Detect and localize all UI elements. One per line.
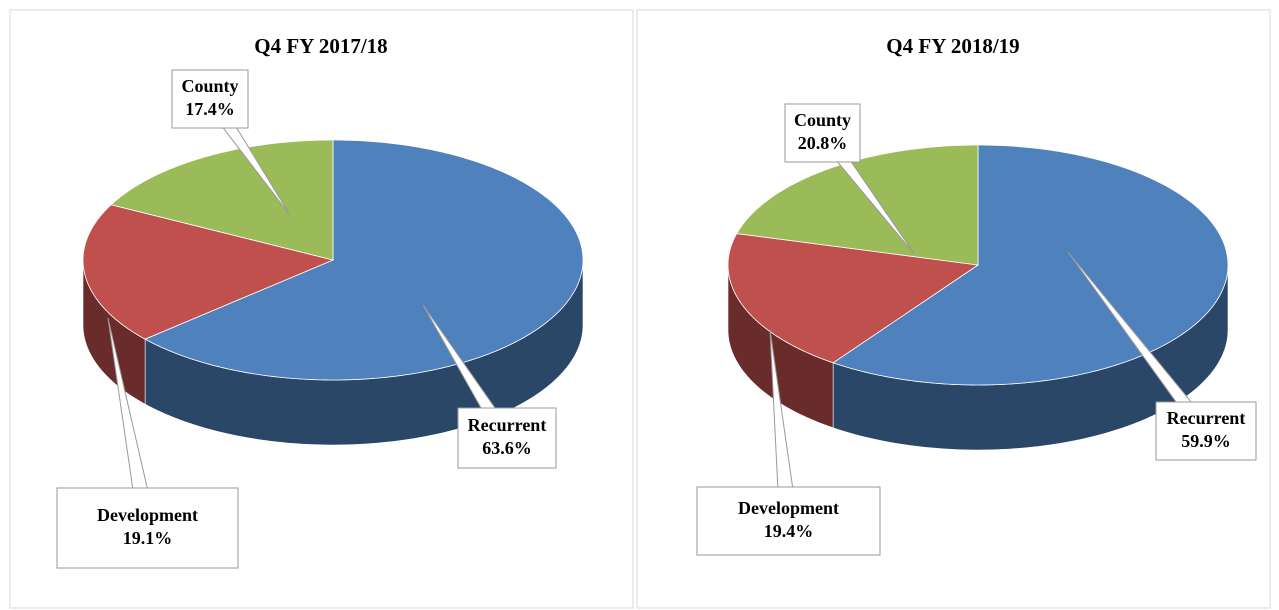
data-label-name: Recurrent — [1167, 408, 1246, 428]
label-box — [784, 103, 861, 163]
data-label-value: 59.9% — [1181, 431, 1231, 451]
pie-slice — [727, 233, 980, 364]
data-label-name: County — [794, 110, 851, 130]
data-label-value: 19.1% — [123, 528, 173, 548]
data-label-name: Development — [738, 498, 839, 518]
panel-frame — [9, 9, 634, 609]
data-label-value: 20.8% — [798, 133, 848, 153]
data-label-value: 17.4% — [185, 99, 235, 119]
chart-title: Q4 FY 2017/18 — [254, 34, 387, 58]
label-box — [1155, 401, 1257, 461]
data-label-value: 19.4% — [764, 521, 814, 541]
data-label-name: Recurrent — [468, 415, 547, 435]
label-box — [56, 487, 239, 569]
data-label-name: County — [181, 76, 238, 96]
pie-slice — [736, 144, 979, 266]
pie-slice — [144, 139, 584, 381]
label-box — [696, 486, 881, 556]
panel-frame — [636, 9, 1271, 609]
pie-slice — [832, 144, 1229, 386]
label-box — [171, 69, 249, 129]
pie-slice — [82, 204, 335, 340]
pie-slice — [110, 139, 334, 261]
data-label-name: Development — [97, 505, 198, 525]
data-label-value: 63.6% — [482, 438, 532, 458]
chart-title: Q4 FY 2018/19 — [886, 34, 1019, 58]
label-box — [457, 407, 557, 469]
